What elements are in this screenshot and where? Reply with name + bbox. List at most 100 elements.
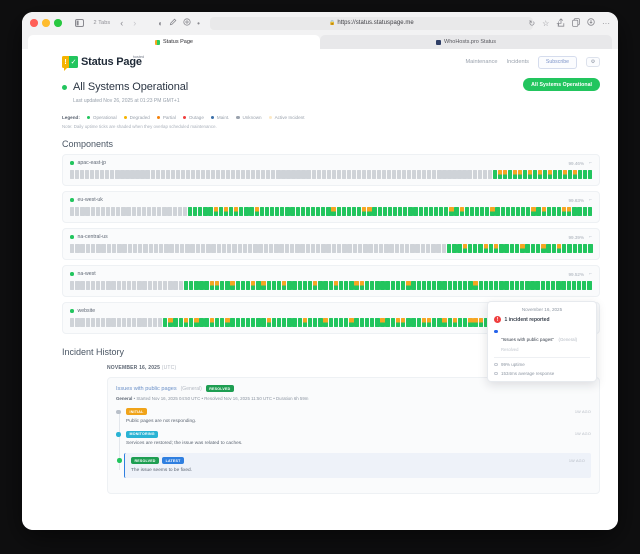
uptime-tick[interactable] [282,318,287,327]
uptime-tick[interactable] [437,318,442,327]
uptime-tick[interactable] [331,170,336,179]
uptime-tick[interactable] [436,244,441,253]
uptime-tick[interactable] [432,170,437,179]
uptime-tick[interactable] [239,207,244,216]
uptime-tick[interactable] [111,207,116,216]
incident-title-link[interactable]: Issues with public pages [116,385,177,392]
uptime-tick[interactable] [190,244,195,253]
uptime-tick[interactable] [452,244,457,253]
uptime-tick[interactable] [504,281,509,290]
uptime-tick[interactable] [132,281,137,290]
component-row[interactable]: na-west 99.52% ⌐ [62,265,600,297]
uptime-tick[interactable] [227,244,232,253]
uptime-tick[interactable] [153,244,159,253]
download-icon[interactable] [587,18,595,28]
nav-maintenance[interactable]: Maintenance [465,59,498,65]
uptime-tick[interactable] [483,281,489,290]
uptime-tick[interactable] [187,207,193,216]
uptime-tick[interactable] [111,244,117,253]
uptime-tick[interactable] [578,170,583,179]
uptime-tick[interactable] [310,244,316,253]
uptime-tick[interactable] [256,318,261,327]
uptime-tick[interactable] [507,170,512,179]
uptime-tick[interactable] [509,281,514,290]
uptime-tick[interactable] [271,318,277,327]
uptime-tick[interactable] [449,207,454,216]
uptime-tick[interactable] [321,207,326,216]
uptime-tick[interactable] [483,318,489,327]
uptime-tick[interactable] [209,318,215,327]
chevron-expand-icon[interactable]: ⌐ [589,271,592,277]
uptime-tick[interactable] [386,170,392,179]
uptime-tick[interactable] [447,170,452,179]
uptime-tick[interactable] [464,207,469,216]
uptime-tick[interactable] [234,207,239,216]
uptime-tick[interactable] [148,244,153,253]
gear-icon[interactable]: ⚙ [586,57,600,67]
uptime-tick[interactable] [225,170,231,179]
uptime-tick[interactable] [150,170,155,179]
uptime-tick[interactable] [437,170,442,179]
uptime-tick[interactable] [328,318,333,327]
uptime-tick[interactable] [295,207,300,216]
uptime-tick[interactable] [163,281,168,290]
uptime-tick[interactable] [526,207,531,216]
uptime-tick[interactable] [307,281,313,290]
uptime-tick[interactable] [582,207,587,216]
uptime-tick[interactable] [199,318,204,327]
uptime-tick[interactable] [75,170,80,179]
uptime-tick[interactable] [111,318,116,327]
chevron-expand-icon[interactable]: ⌐ [589,197,592,203]
uptime-tick[interactable] [194,318,199,327]
uptime-tick[interactable] [468,281,473,290]
uptime-tick[interactable] [401,318,406,327]
uptime-tick[interactable] [473,318,478,327]
uptime-tick[interactable] [261,281,266,290]
uptime-tick[interactable] [407,170,412,179]
uptime-tick[interactable] [208,207,213,216]
uptime-tick[interactable] [359,318,364,327]
uptime-tick[interactable] [478,318,483,327]
uptime-tick[interactable] [162,207,167,216]
uptime-tick[interactable] [183,318,189,327]
uptime-tick[interactable] [576,281,582,290]
uptime-tick[interactable] [90,207,95,216]
share-icon[interactable] [557,17,565,29]
uptime-tick[interactable] [271,170,276,179]
uptime-tick[interactable] [318,281,323,290]
uptime-tick[interactable] [444,207,449,216]
uptime-tick[interactable] [545,281,551,290]
uptime-tick[interactable] [525,244,530,253]
uptime-tick[interactable] [384,244,389,253]
uptime-tick[interactable] [551,244,556,253]
uptime-tick[interactable] [432,281,437,290]
bookmark-icon[interactable]: ☆ [542,18,550,28]
uptime-tick[interactable] [367,207,372,216]
uptime-tick[interactable] [122,244,127,253]
uptime-tick[interactable] [411,281,416,290]
uptime-tick[interactable] [504,244,509,253]
uptime-tick[interactable] [535,281,540,290]
uptime-tick[interactable] [101,244,106,253]
uptime-tick[interactable] [550,281,556,290]
uptime-tick[interactable] [70,244,75,253]
uptime-tick[interactable] [499,281,504,290]
uptime-tick[interactable] [245,318,251,327]
more-icon[interactable]: ··· [602,18,610,28]
uptime-tick[interactable] [188,318,194,327]
uptime-tick[interactable] [375,281,380,290]
uptime-tick[interactable] [185,244,190,253]
uptime-tick[interactable] [390,281,396,290]
uptime-tick[interactable] [457,244,462,253]
uptime-tick[interactable] [240,318,246,327]
uptime-tick[interactable] [505,207,510,216]
uptime-tick[interactable] [351,207,357,216]
uptime-tick[interactable] [380,318,385,327]
uptime-tick[interactable] [160,170,165,179]
uptime-tick[interactable] [132,318,137,327]
uptime-tick[interactable] [583,170,588,179]
uptime-tick[interactable] [132,244,138,253]
uptime-tick[interactable] [200,244,206,253]
uptime-tick[interactable] [80,281,85,290]
tab-whohosts-status[interactable]: WhoHosts.pro Status [320,35,612,49]
